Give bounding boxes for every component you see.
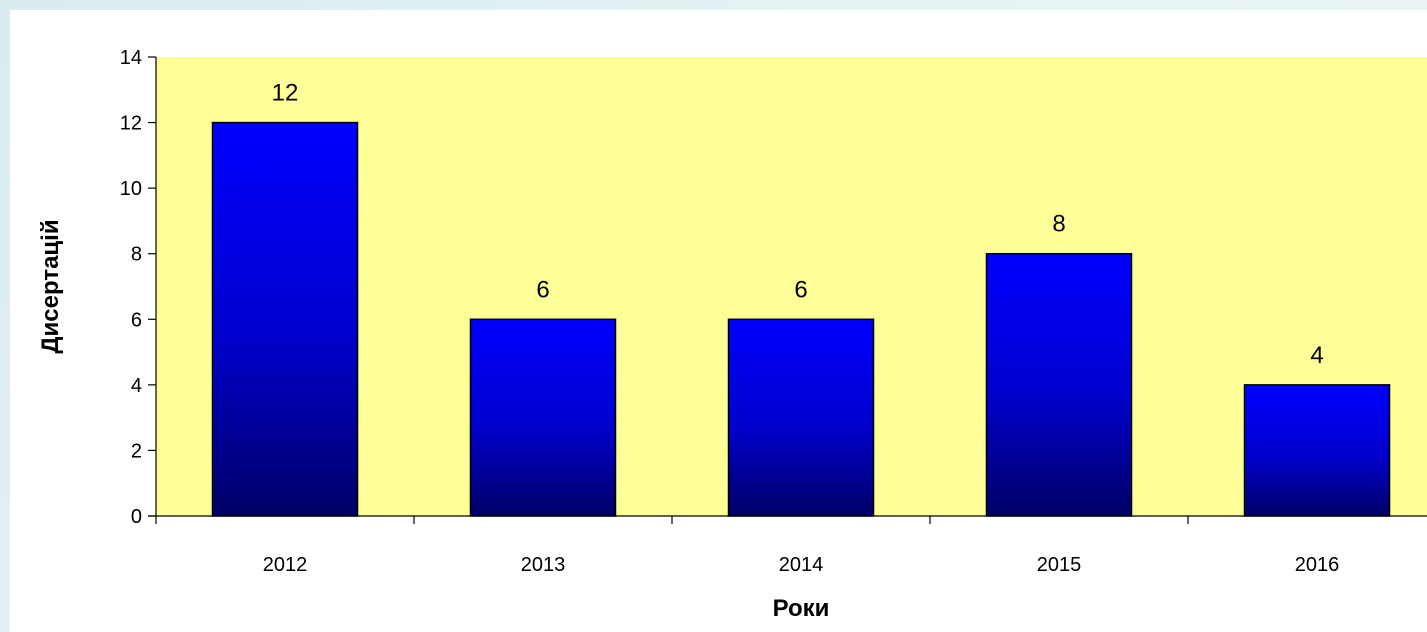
bar-2015	[985, 252, 1133, 517]
y-tick-label-14: 14	[120, 47, 142, 69]
y-tick-label-10: 10	[120, 178, 142, 200]
x-tick-label-2014: 2014	[779, 554, 824, 576]
bar-chart: 12 2012 6 2013 6 2014 8 2015 4 2016 0 2 4 6 8 10 12 14 Ди…	[37, 47, 1427, 622]
x-tick-label-2013: 2013	[521, 554, 566, 576]
chart-container: 12 2012 6 2013 6 2014 8 2015 4 2016 0 2 4 6 8 10 12 14 Ди…	[10, 10, 1427, 632]
x-tick-label-2016: 2016	[1295, 554, 1340, 576]
data-label-2016: 4	[1310, 342, 1323, 369]
bar-2016	[1243, 384, 1391, 517]
y-tick-label-8: 8	[131, 244, 142, 266]
data-label-2015: 8	[1052, 211, 1065, 238]
y-tick-label-12: 12	[120, 113, 142, 135]
y-axis-title: Дисертацій	[37, 219, 64, 353]
x-tick-label-2012: 2012	[263, 554, 308, 576]
x-axis-title: Роки	[773, 595, 830, 622]
y-tick-label-6: 6	[131, 309, 142, 331]
bar-2013	[469, 318, 617, 517]
y-tick-label-2: 2	[131, 440, 142, 462]
x-tick-label-2015: 2015	[1037, 554, 1082, 576]
y-tick-label-0: 0	[131, 506, 142, 528]
data-label-2013: 6	[536, 276, 549, 303]
bar-2012	[211, 121, 359, 517]
y-tick-label-4: 4	[131, 375, 142, 397]
data-label-2014: 6	[794, 276, 807, 303]
bar-2014	[727, 318, 875, 517]
data-label-2012: 12	[272, 80, 299, 107]
